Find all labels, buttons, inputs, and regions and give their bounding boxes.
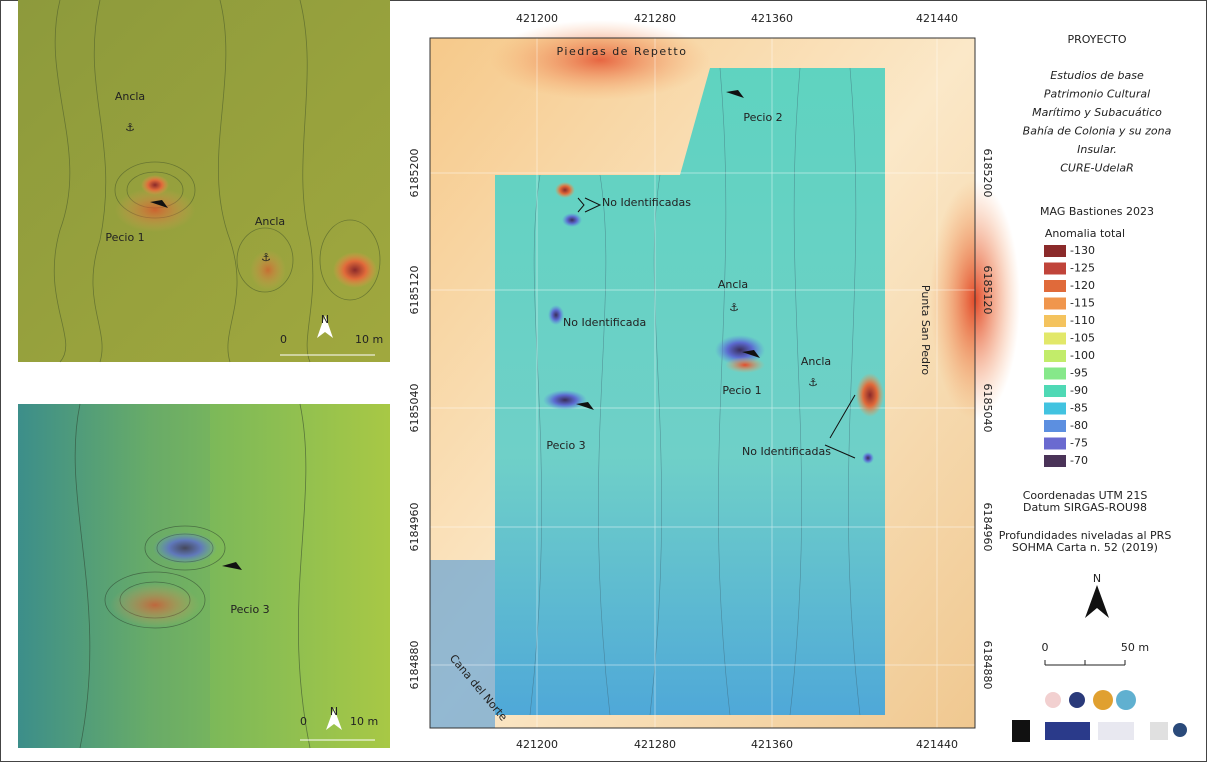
feature-label: Pecio 1 [722,384,761,397]
legend-label: -120 [1070,279,1095,292]
place-label: Piedras de Repetto [557,45,688,58]
feature-label: Ancla [115,90,145,103]
place-label: Punta San Pedro [919,285,932,375]
legend-label: -110 [1070,314,1095,327]
legend-swatch [1044,367,1066,380]
legend-swatch [1044,350,1066,362]
project-description: CURE-UdelaR [1060,162,1134,175]
x-coord-label: 421200 [516,12,558,25]
legend-swatch [1044,315,1066,327]
feature-label: Ancla [801,355,831,368]
inset-pecio1: ⚓ ⚓ [18,0,390,363]
feature-label: Pecio 3 [546,439,585,452]
y-coord-label: 6185040 [408,384,421,433]
note: Profundidades niveladas al PRS [999,529,1172,542]
feature-label: Ancla [718,278,748,291]
project-description: Insular. [1077,143,1117,156]
legend-swatch [1044,280,1066,292]
note: SOHMA Carta n. 52 (2019) [1012,541,1158,554]
legend-swatch [1044,297,1066,310]
feature-label: Pecio 3 [230,603,269,616]
project-description: Estudios de base [1050,69,1144,82]
x-coord-label: 421440 [916,12,958,25]
svg-text:⚓: ⚓ [729,301,739,314]
legend-label: -90 [1070,384,1088,397]
y-coord-label: 6185200 [408,149,421,198]
legend-title: Anomalia total [1045,227,1125,240]
scale-label: 0 [280,333,287,346]
y-coord-label: 6185200 [981,149,994,198]
project-description: Bahía de Colonia y su zona [1023,125,1172,138]
main-map: ⚓ ⚓ [429,20,1020,729]
north-label: N [330,705,338,718]
project-description: Marítimo y Subacuático [1032,106,1162,119]
legend-swatch [1044,262,1066,275]
feature-label: Ancla [255,215,285,228]
x-coord-label: 421440 [916,738,958,751]
x-coord-label: 421280 [634,738,676,751]
scale-label: 10 m [355,333,383,346]
legend-swatch [1044,245,1066,257]
svg-text:⚓: ⚓ [808,376,818,389]
y-coord-label: 6184960 [408,503,421,552]
scale-label: 10 m [350,715,378,728]
y-coord-label: 6184960 [981,503,994,552]
scale-label: 0 [1042,641,1049,654]
svg-text:⚓: ⚓ [261,251,271,264]
legend-label: -95 [1070,367,1088,380]
legend-label: -85 [1070,402,1088,415]
note: Datum SIRGAS-ROU98 [1023,501,1147,514]
y-coord-label: 6185120 [408,266,421,315]
scale-label: 0 [300,715,307,728]
legend-swatch [1044,420,1066,432]
legend-swatch [1044,455,1066,467]
legend-label: -105 [1070,332,1095,345]
scale-label: 50 m [1121,641,1149,654]
legend-swatch [1044,385,1066,397]
legend-swatch [1044,402,1066,415]
legend-swatch [1044,437,1066,450]
legend-label: -80 [1070,419,1088,432]
feature-label: Pecio 2 [743,111,782,124]
legend-label: -115 [1070,297,1095,310]
x-coord-label: 421360 [751,12,793,25]
sidebar-graphics [1012,585,1187,742]
feature-label: No Identificadas [602,196,691,209]
legend-label: -75 [1070,437,1088,450]
project-title: PROYECTO [1067,33,1126,46]
y-coord-label: 6184880 [981,641,994,690]
feature-label: No Identificada [563,316,646,329]
x-coord-label: 421200 [516,738,558,751]
north-label: N [1093,572,1101,585]
inset-pecio3 [18,403,390,749]
legend-label: -130 [1070,244,1095,257]
y-coord-label: 6184880 [408,641,421,690]
project-description: Patrimonio Cultural [1044,88,1150,101]
feature-label: Pecio 1 [105,231,144,244]
map-title: MAG Bastiones 2023 [1040,205,1154,218]
legend-label: -70 [1070,454,1088,467]
svg-text:⚓: ⚓ [125,121,135,134]
feature-label: No Identificadas [742,445,831,458]
legend-label: -100 [1070,349,1095,362]
legend-swatch [1044,332,1066,345]
legend-label: -125 [1070,262,1095,275]
y-coord-label: 6185120 [981,266,994,315]
x-coord-label: 421360 [751,738,793,751]
north-label: N [321,313,329,326]
note: Coordenadas UTM 21S [1023,489,1148,502]
y-coord-label: 6185040 [981,384,994,433]
x-coord-label: 421280 [634,12,676,25]
